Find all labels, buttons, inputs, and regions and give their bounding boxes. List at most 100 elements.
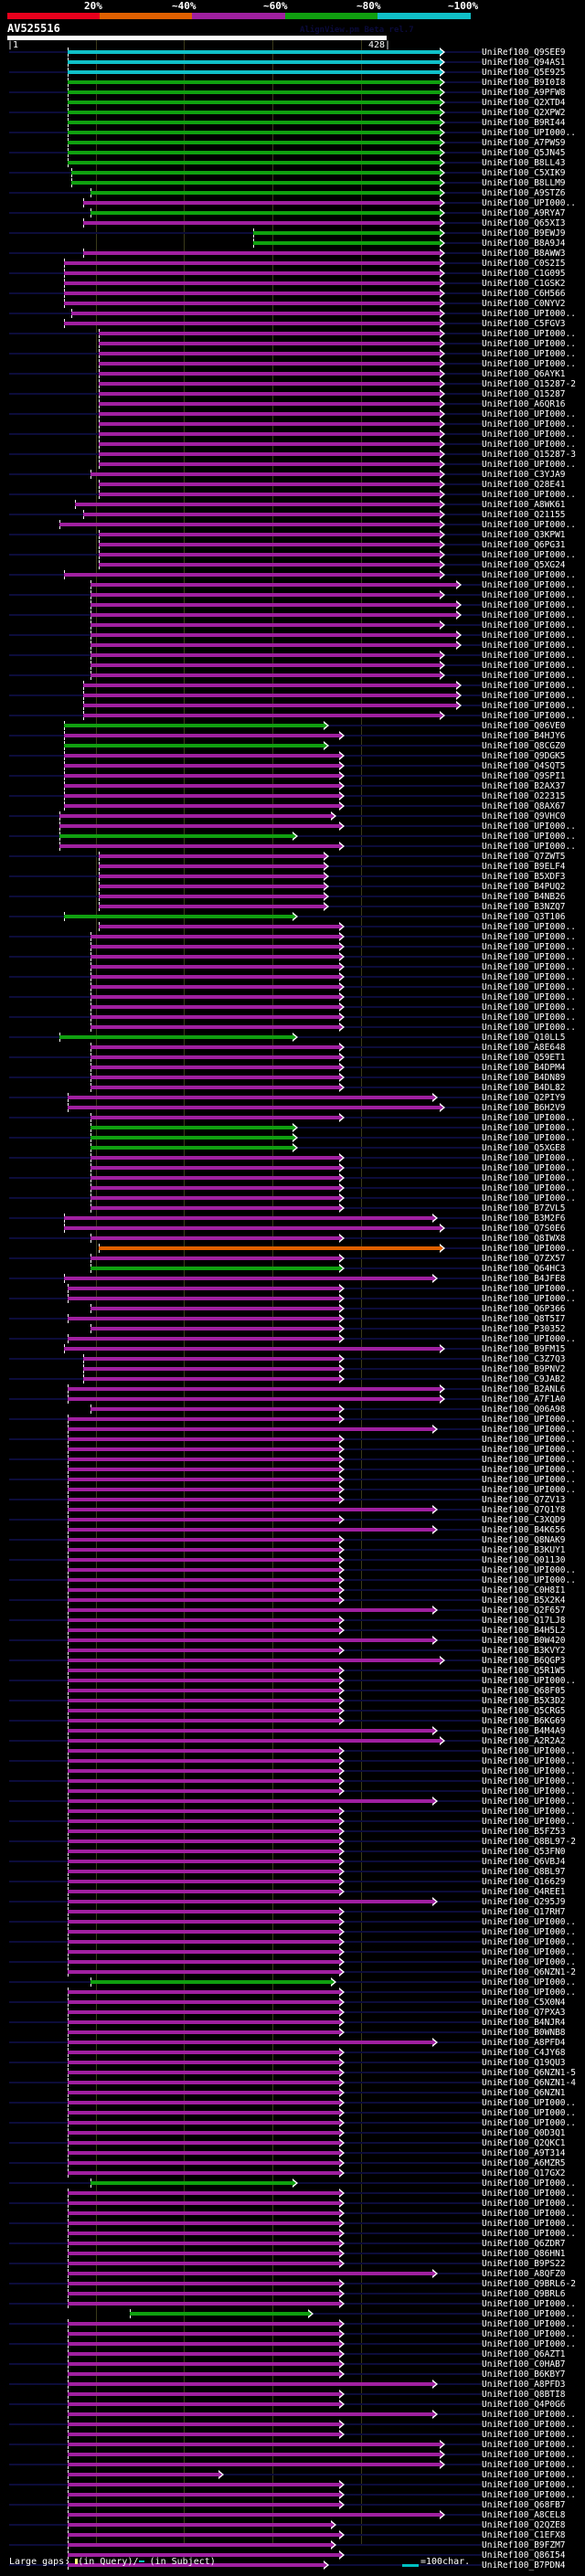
hit-row[interactable]: UniRef100_C0H8I1 xyxy=(0,1585,585,1595)
hit-row[interactable]: UniRef100_B9FZM7 xyxy=(0,2540,585,2550)
hit-bar[interactable] xyxy=(64,1277,432,1280)
hit-row[interactable]: UniRef100_Q17LJ8 xyxy=(0,1616,585,1626)
hit-row[interactable]: UniRef100_Q15287-3 xyxy=(0,450,585,460)
hit-label[interactable]: UniRef100_UPI000.. xyxy=(482,1415,576,1425)
hit-row[interactable]: UniRef100_UPI000.. xyxy=(0,1766,585,1776)
hit-label[interactable]: UniRef100_UPI000.. xyxy=(482,610,576,620)
hit-row[interactable]: UniRef100_UPI000.. xyxy=(0,701,585,711)
hit-bar[interactable] xyxy=(68,1900,432,1903)
hit-row[interactable]: UniRef100_B3NZQ7 xyxy=(0,902,585,912)
hit-row[interactable]: UniRef100_Q9BRL6-2 xyxy=(0,2279,585,2289)
hit-bar[interactable] xyxy=(59,814,331,818)
hit-bar[interactable] xyxy=(99,382,440,386)
hit-bar[interactable] xyxy=(68,2231,339,2235)
hit-bar[interactable] xyxy=(90,593,440,597)
hit-label[interactable]: UniRef100_UPI000.. xyxy=(482,620,576,631)
hit-label[interactable]: UniRef100_Q06A98 xyxy=(482,1405,566,1415)
hit-row[interactable]: UniRef100_B8LL43 xyxy=(0,158,585,168)
hit-bar[interactable] xyxy=(90,613,456,617)
hit-row[interactable]: UniRef100_UPI000.. xyxy=(0,2460,585,2470)
hit-bar[interactable] xyxy=(68,2201,339,2205)
hit-bar[interactable] xyxy=(90,1005,339,1009)
hit-label[interactable]: UniRef100_UPI000.. xyxy=(482,550,576,560)
hit-label[interactable]: UniRef100_UPI000.. xyxy=(482,1937,576,1947)
hit-row[interactable]: UniRef100_UPI000.. xyxy=(0,349,585,359)
hit-row[interactable]: UniRef100_Q5XG24 xyxy=(0,560,585,570)
hit-label[interactable]: UniRef100_UPI000.. xyxy=(482,2178,576,2189)
hit-row[interactable]: UniRef100_B4DN89 xyxy=(0,1073,585,1083)
hit-label[interactable]: UniRef100_Q8AX67 xyxy=(482,801,566,811)
hit-bar[interactable] xyxy=(83,201,440,205)
hit-bar[interactable] xyxy=(90,985,339,989)
hit-bar[interactable] xyxy=(71,181,440,185)
hit-label[interactable]: UniRef100_UPI000.. xyxy=(482,1756,576,1766)
hit-bar[interactable] xyxy=(253,241,440,245)
hit-label[interactable]: UniRef100_UPI000.. xyxy=(482,1977,576,1988)
hit-label[interactable]: UniRef100_Q9SEE9 xyxy=(482,48,566,58)
hit-bar[interactable] xyxy=(99,563,440,567)
hit-label[interactable]: UniRef100_Q6NZN1-5 xyxy=(482,2068,576,2078)
hit-label[interactable]: UniRef100_B4M4A9 xyxy=(482,1726,566,1736)
hit-bar[interactable] xyxy=(90,211,440,215)
hit-label[interactable]: UniRef100_UPI000.. xyxy=(482,1927,576,1937)
hit-row[interactable]: UniRef100_UPI000.. xyxy=(0,2430,585,2440)
hit-row[interactable]: UniRef100_Q6NZN1 xyxy=(0,2088,585,2098)
hit-bar[interactable] xyxy=(68,1588,339,1592)
hit-label[interactable]: UniRef100_A8WK61 xyxy=(482,500,566,510)
hit-label[interactable]: UniRef100_UPI000.. xyxy=(482,1475,576,1485)
hit-row[interactable]: UniRef100_C1G095 xyxy=(0,269,585,279)
hit-row[interactable]: UniRef100_UPI000.. xyxy=(0,1173,585,1183)
hit-label[interactable]: UniRef100_A8QFZ0 xyxy=(482,2269,566,2279)
hit-label[interactable]: UniRef100_B3NZQ7 xyxy=(482,902,566,912)
hit-label[interactable]: UniRef100_UPI000.. xyxy=(482,922,576,932)
hit-row[interactable]: UniRef100_B4K656 xyxy=(0,1525,585,1535)
hit-label[interactable]: UniRef100_UPI000.. xyxy=(482,309,576,319)
hit-row[interactable]: UniRef100_Q2F657 xyxy=(0,1606,585,1616)
hit-label[interactable]: UniRef100_Q5CRG5 xyxy=(482,1706,566,1716)
hit-label[interactable]: UniRef100_Q01130 xyxy=(482,1555,566,1565)
hit-row[interactable]: UniRef100_A8PFD3 xyxy=(0,2380,585,2390)
hit-bar[interactable] xyxy=(68,121,440,124)
hit-row[interactable]: UniRef100_Q8BL97-2 xyxy=(0,1837,585,1847)
hit-label[interactable]: UniRef100_B4NJR4 xyxy=(482,2018,566,2028)
hit-row[interactable]: UniRef100_C3Z7Q3 xyxy=(0,1354,585,1364)
hit-bar[interactable] xyxy=(68,2111,339,2115)
hit-label[interactable]: UniRef100_Q2XTD4 xyxy=(482,98,566,108)
hit-row[interactable]: UniRef100_Q8AX67 xyxy=(0,801,585,811)
hit-label[interactable]: UniRef100_UPI000.. xyxy=(482,832,576,842)
hit-label[interactable]: UniRef100_Q6VBJ4 xyxy=(482,1857,566,1867)
hit-bar[interactable] xyxy=(64,794,339,798)
hit-label[interactable]: UniRef100_UPI000.. xyxy=(482,1023,576,1033)
hit-bar[interactable] xyxy=(68,131,440,134)
hit-bar[interactable] xyxy=(68,1890,339,1893)
hit-label[interactable]: UniRef100_UPI000.. xyxy=(482,2410,576,2420)
hit-row[interactable]: UniRef100_UPI000.. xyxy=(0,1485,585,1495)
hit-row[interactable]: UniRef100_UPI000.. xyxy=(0,2229,585,2239)
hit-row[interactable]: UniRef100_UPI000.. xyxy=(0,2450,585,2460)
hit-label[interactable]: UniRef100_Q3T106 xyxy=(482,912,566,922)
hit-row[interactable]: UniRef100_B9FM15 xyxy=(0,1344,585,1354)
hit-row[interactable]: UniRef100_UPI000.. xyxy=(0,2189,585,2199)
hit-label[interactable]: UniRef100_UPI000.. xyxy=(482,2480,576,2490)
hit-bar[interactable] xyxy=(90,1327,339,1330)
hit-label[interactable]: UniRef100_UPI000.. xyxy=(482,1947,576,1957)
hit-bar[interactable] xyxy=(68,1870,339,1873)
hit-row[interactable]: UniRef100_UPI000.. xyxy=(0,1817,585,1827)
hit-row[interactable]: UniRef100_Q6NZN1-5 xyxy=(0,2068,585,2078)
hit-row[interactable]: UniRef100_UPI000.. xyxy=(0,2470,585,2480)
hit-bar[interactable] xyxy=(90,633,456,637)
hit-bar[interactable] xyxy=(68,1498,339,1501)
hit-row[interactable]: UniRef100_A9PFW8 xyxy=(0,88,585,98)
hit-bar[interactable] xyxy=(68,2513,440,2517)
hit-label[interactable]: UniRef100_UPI000.. xyxy=(482,1746,576,1756)
hit-row[interactable]: UniRef100_UPI000.. xyxy=(0,1797,585,1807)
hit-bar[interactable] xyxy=(64,804,339,808)
hit-bar[interactable] xyxy=(99,392,440,396)
hit-row[interactable]: UniRef100_B0WNB8 xyxy=(0,2028,585,2038)
hit-bar[interactable] xyxy=(90,1256,339,1260)
hit-label[interactable]: UniRef100_UPI000.. xyxy=(482,460,576,470)
hit-label[interactable]: UniRef100_UPI000.. xyxy=(482,1797,576,1807)
hit-bar[interactable] xyxy=(90,1136,292,1140)
hit-bar[interactable] xyxy=(68,2061,339,2064)
hit-label[interactable]: UniRef100_B4JFE8 xyxy=(482,1274,566,1284)
